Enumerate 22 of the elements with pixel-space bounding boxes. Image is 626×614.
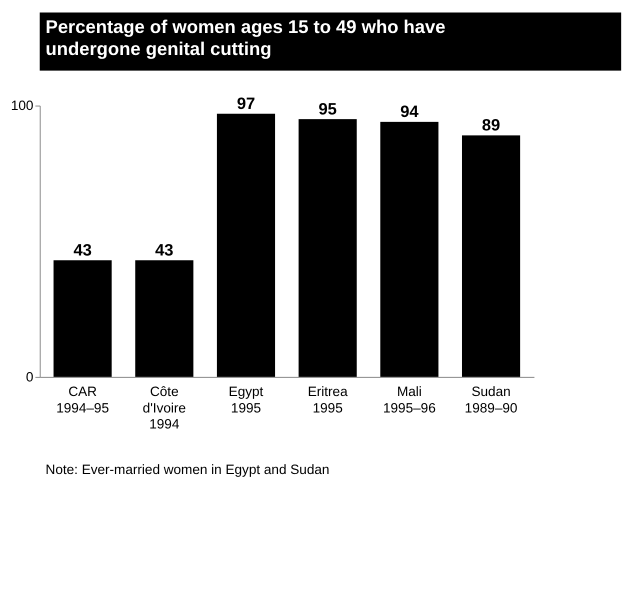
chart-title: Percentage of women ages 15 to 49 who have undergone genital cutting xyxy=(46,16,446,60)
data-label: 95 xyxy=(318,100,337,118)
x-tick-label: Sudan 1989–90 xyxy=(464,384,518,416)
data-label: 43 xyxy=(155,241,174,260)
bar xyxy=(54,260,112,377)
bar xyxy=(462,135,520,377)
y-tick-label: 0 xyxy=(26,369,34,384)
bar xyxy=(298,119,357,377)
text: Note: Ever-married women in Egypt and Sudan xyxy=(46,462,330,477)
x-tick-label: Egypt 1995 xyxy=(228,384,264,416)
x-tick-label: CAR 1994–95 xyxy=(56,384,109,416)
data-label: 89 xyxy=(482,116,500,135)
data-label: 97 xyxy=(236,94,256,113)
bar xyxy=(380,122,438,377)
x-tick-label: Eritrea 1995 xyxy=(308,384,348,416)
x-tick-label: Mali 1995–96 xyxy=(382,384,436,416)
data-label: 43 xyxy=(73,241,92,260)
x-tick-label: Côte d'Ivoire 1994 xyxy=(142,384,186,432)
bar xyxy=(216,114,276,377)
data-label: 94 xyxy=(400,103,420,121)
y-tick-label: 100 xyxy=(10,98,34,113)
bar xyxy=(135,260,194,377)
